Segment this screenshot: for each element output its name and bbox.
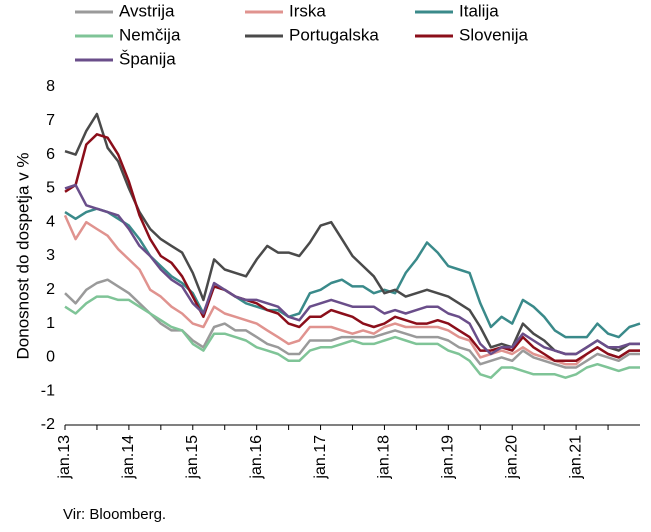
series-lines [63,112,641,379]
series-line-2 [64,207,641,339]
x-tick-label: jan.15 [184,435,201,480]
y-tick-label: 6 [46,146,55,163]
legend-label: Španija [119,49,176,68]
chart-legend: Avstrija Irska Italija Nemčija Portugalska Sl… [75,1,529,68]
legend-label: Nemčija [119,25,181,44]
y-tick-label: 5 [46,180,55,197]
y-tick-label: 8 [46,78,55,95]
x-axis: jan.13 jan.14 jan.15 jan.16 jan.17 jan.18 jan.… [56,424,640,480]
y-tick-label: 2 [46,281,55,298]
x-tick-label: jan.21 [567,435,584,480]
legend-label: Portugalska [289,25,379,44]
x-tick-label: jan.17 [312,435,329,480]
y-axis: -2 -1 0 1 2 3 4 5 6 7 8 [41,78,55,433]
series-line-6 [64,183,640,356]
x-tick-label: jan.13 [56,435,73,480]
series-line-0 [64,278,640,369]
y-tick-label: 7 [46,112,55,129]
series-line-3 [64,295,640,379]
legend-label: Irska [289,1,326,20]
x-tick-label: jan.16 [248,435,265,480]
y-axis-title: Donosnost do dospetja v % [13,153,32,360]
y-tick-label: 0 [46,349,55,366]
y-tick-label: -2 [41,416,55,433]
legend-label: Italija [459,1,499,20]
series-line-5 [64,133,640,363]
source-note: Vir: Bloomberg. [63,506,167,523]
series-line-4 [64,112,640,356]
y-tick-label: -1 [41,382,55,399]
y-tick-label: 3 [46,247,55,264]
y-tick-label: 4 [46,213,55,230]
series-line-1 [63,214,640,366]
x-tick-label: jan.18 [376,435,393,480]
x-tick-label: jan.20 [503,435,520,480]
y-tick-label: 1 [46,315,55,332]
x-tick-label: jan.14 [120,435,137,480]
legend-label: Slovenija [459,25,529,44]
legend-label: Avstrija [119,1,175,20]
x-tick-label: jan.19 [440,435,457,480]
